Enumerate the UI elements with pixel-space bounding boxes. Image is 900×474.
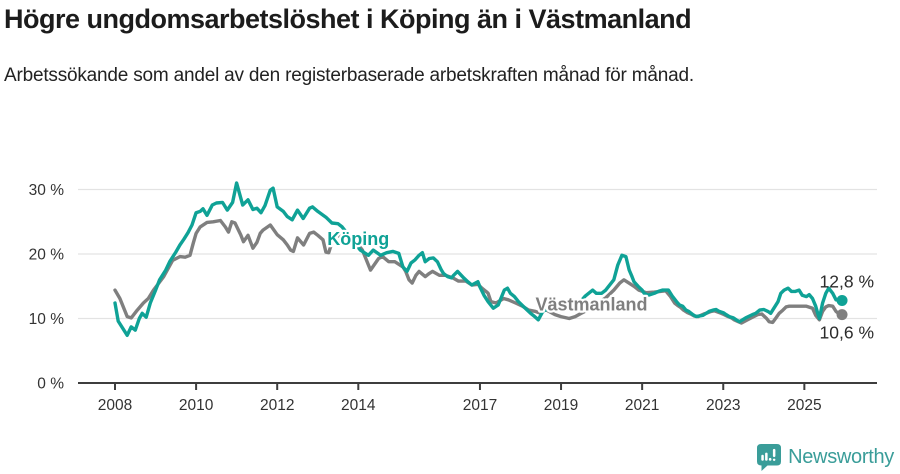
x-tick-label-2019: 2019	[544, 397, 578, 414]
series-label-köping: Köping	[327, 229, 389, 249]
y-tick-label-10: 10 %	[29, 311, 65, 328]
x-tick-label-2008: 2008	[98, 397, 132, 414]
x-tick-label-2023: 2023	[706, 397, 740, 414]
y-tick-label-20: 20 %	[29, 247, 65, 264]
x-tick-label-2010: 2010	[179, 397, 214, 414]
end-dot-köping	[836, 294, 848, 306]
series-line-västmanland	[113, 218, 842, 325]
brand-name: Newsworthy	[788, 446, 894, 468]
series-line-köping	[113, 181, 842, 337]
x-tick-label-2021: 2021	[625, 397, 659, 414]
x-tick-label-2012: 2012	[260, 397, 294, 414]
end-value-label-köping: 12,8 %	[820, 271, 874, 291]
series-label-västmanland: Västmanland	[535, 294, 647, 314]
brand-footer: Newsworthy	[757, 444, 894, 471]
x-tick-label-2014: 2014	[341, 397, 376, 414]
x-tick-label-2017: 2017	[463, 397, 497, 414]
end-value-label-västmanland: 10,6 %	[820, 323, 874, 343]
newsworthy-logo-icon	[757, 444, 782, 471]
y-tick-label-0: 0 %	[37, 376, 64, 393]
chart-title: Högre ungdomsarbetslöshet i Köping än i …	[4, 4, 692, 34]
y-tick-label-30: 30 %	[29, 182, 65, 199]
chart-subtitle: Arbetssökande som andel av den registerb…	[4, 65, 694, 86]
end-dot-västmanland	[836, 309, 848, 321]
x-tick-label-2025: 2025	[787, 397, 821, 414]
